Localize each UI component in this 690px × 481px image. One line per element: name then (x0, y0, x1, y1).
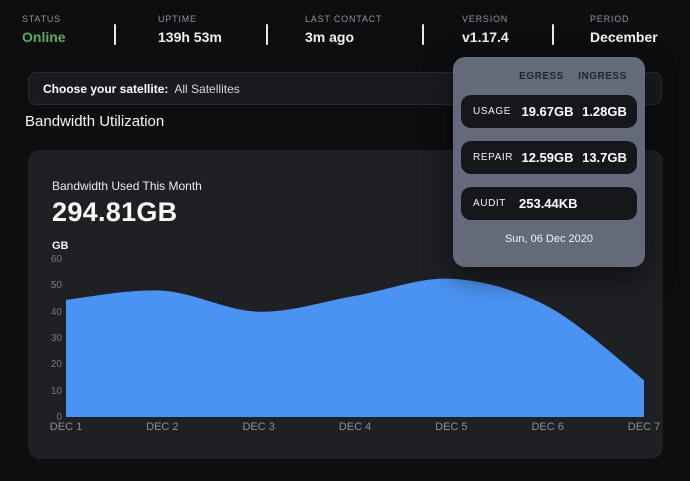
tooltip-row-label: USAGE (473, 106, 512, 117)
y-axis-tick: 50 (50, 280, 62, 292)
stat-value: December (590, 29, 658, 45)
tooltip-egress-value: 19.67GB (521, 104, 574, 119)
stat-label: STATUS (22, 14, 61, 24)
stat-label: LAST CONTACT (305, 14, 383, 24)
y-axis-tick: 30 (50, 333, 62, 344)
x-axis-tick: DEC 1 (49, 421, 83, 433)
y-axis-tick: 10 (50, 385, 62, 397)
stat-label: UPTIME (158, 14, 197, 24)
tooltip-date: Sun, 06 Dec 2020 (504, 233, 594, 245)
stat-label: PERIOD (590, 14, 630, 24)
tooltip-col-ingress: INGRESS (578, 71, 627, 82)
tooltip-col-egress: EGRESS (519, 71, 564, 82)
y-axis-tick: 20 (50, 359, 62, 371)
x-axis: DEC 1 DEC 2 DEC 3 DEC 4 DEC 5 DEC 6 DEC 7 (50, 421, 660, 435)
stat-divider (422, 24, 424, 45)
stat-divider (114, 24, 116, 45)
tooltip-row-repair: REPAIR 12.59GB 13.7GB (461, 141, 637, 174)
stat-value: Online (22, 29, 66, 45)
top-status-bar: STATUS Online UPTIME 139h 53m LAST CONTACT 3m… (0, 14, 690, 58)
bandwidth-area-chart[interactable] (66, 259, 644, 417)
y-axis-tick: 40 (50, 306, 62, 318)
x-axis-tick: DEC 3 (242, 421, 275, 433)
bandwidth-total: 294.81GB (52, 197, 178, 227)
stat-value: v1.17.4 (462, 29, 509, 45)
stat-period: PERIOD December (590, 14, 658, 45)
tooltip-egress-value: 253.44KB (519, 196, 578, 211)
stat-value: 139h 53m (158, 29, 222, 45)
stat-version: VERSION v1.17.4 (462, 14, 509, 45)
tooltip-header: EGRESS INGRESS (461, 71, 637, 82)
stat-divider (266, 24, 268, 45)
bandwidth-area-series (66, 278, 644, 417)
chart-subtitle: Bandwidth Used This Month (52, 179, 202, 193)
tooltip-ingress-value: 1.28GB (582, 104, 627, 119)
tooltip-row-label: REPAIR (473, 152, 514, 163)
stat-uptime: UPTIME 139h 53m (158, 14, 222, 45)
y-axis-tick: 60 (50, 254, 62, 265)
tooltip-ingress-value: 13.7GB (582, 150, 627, 165)
x-axis-tick: DEC 4 (338, 421, 372, 433)
satellite-dropdown-label: Choose your satellite: (43, 81, 169, 96)
page-title: Bandwidth Utilization (25, 113, 165, 130)
x-axis-tick: DEC 2 (146, 421, 179, 433)
stat-value: 3m ago (305, 29, 355, 45)
stat-divider (552, 24, 554, 45)
x-axis-tick: DEC 5 (435, 421, 468, 433)
stat-last-contact: LAST CONTACT 3m ago (305, 14, 382, 45)
x-axis-tick: DEC 6 (531, 421, 564, 433)
stat-label: VERSION (462, 14, 509, 24)
y-axis-unit-label: GB (52, 240, 69, 252)
chart-tooltip: EGRESS INGRESS USAGE 19.67GB 1.28GB REPAIR 1… (453, 57, 645, 267)
x-axis-tick: DEC 7 (627, 421, 661, 433)
tooltip-egress-value: 12.59GB (521, 150, 574, 165)
satellite-dropdown-value: All Satellites (174, 81, 240, 96)
y-axis-tick: 0 (56, 412, 62, 423)
stat-status: STATUS Online (22, 14, 66, 45)
tooltip-row-audit: AUDIT 253.44KB (461, 187, 637, 220)
tooltip-row-label: AUDIT (473, 198, 506, 209)
tooltip-row-usage: USAGE 19.67GB 1.28GB (461, 95, 637, 128)
